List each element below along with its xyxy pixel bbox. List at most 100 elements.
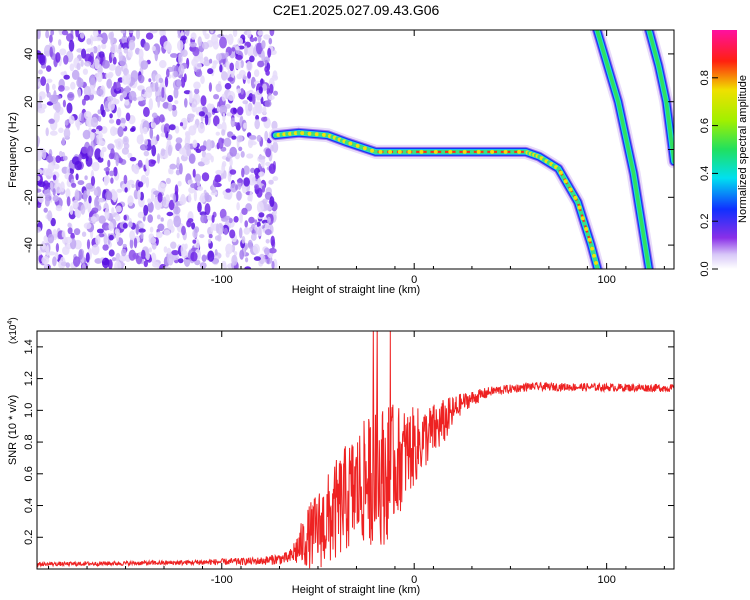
noise-blob bbox=[58, 150, 63, 157]
track-speck bbox=[407, 149, 412, 154]
noise-blob bbox=[254, 69, 260, 77]
noise-blob bbox=[84, 175, 88, 180]
noise-blob bbox=[246, 30, 252, 38]
noise-blob bbox=[178, 147, 187, 155]
noise-blob bbox=[237, 37, 243, 45]
noise-blob bbox=[164, 76, 169, 88]
noise-blob bbox=[219, 64, 223, 73]
noise-blob bbox=[97, 109, 101, 115]
noise-blob bbox=[142, 126, 148, 135]
noise-blob bbox=[71, 69, 80, 80]
noise-blob bbox=[123, 214, 127, 221]
noise-blob bbox=[108, 64, 117, 71]
noise-blob bbox=[248, 174, 256, 186]
noise-blob bbox=[216, 123, 223, 129]
noise-blob bbox=[83, 94, 90, 101]
noise-blob bbox=[271, 120, 278, 130]
noise-blob bbox=[103, 175, 110, 184]
noise-blob bbox=[163, 126, 168, 134]
noise-blob bbox=[236, 202, 240, 211]
noise-blob bbox=[52, 83, 56, 90]
noise-blob bbox=[140, 60, 149, 70]
noise-blob bbox=[256, 134, 262, 142]
noise-blob bbox=[247, 71, 252, 79]
track-speck bbox=[366, 147, 371, 152]
noise-blob bbox=[155, 231, 163, 239]
noise-blob bbox=[44, 197, 50, 207]
noise-blob bbox=[240, 87, 244, 95]
noise-blob bbox=[114, 139, 119, 144]
noise-blob bbox=[37, 136, 40, 148]
noise-blob bbox=[80, 204, 86, 215]
noise-blob bbox=[258, 155, 266, 160]
noise-blob bbox=[120, 117, 126, 125]
noise-blob bbox=[113, 166, 118, 177]
noise-blob bbox=[215, 169, 223, 175]
noise-blob bbox=[159, 30, 165, 37]
noise-blob bbox=[37, 107, 46, 114]
noise-blob bbox=[105, 73, 109, 79]
noise-blob bbox=[96, 228, 104, 234]
noise-blob bbox=[151, 45, 156, 52]
noise-blob bbox=[199, 195, 206, 203]
noise-blob bbox=[128, 39, 136, 51]
track-layer bbox=[595, 30, 651, 269]
noise-blob bbox=[148, 78, 152, 83]
noise-blob bbox=[189, 90, 193, 102]
noise-blob bbox=[232, 30, 238, 37]
track-speck bbox=[595, 264, 599, 269]
noise-blob bbox=[137, 74, 145, 84]
noise-blob bbox=[192, 168, 196, 178]
noise-blob bbox=[82, 129, 91, 140]
noise-blob bbox=[129, 157, 137, 162]
noise-blob bbox=[144, 139, 149, 146]
track-speck bbox=[426, 149, 431, 154]
noise-blob bbox=[201, 172, 210, 182]
noise-blob bbox=[137, 189, 141, 201]
noise-blob bbox=[97, 197, 106, 203]
noise-blob bbox=[197, 123, 205, 134]
noise-blob bbox=[270, 235, 275, 247]
track-speck bbox=[273, 133, 278, 138]
noise-blob bbox=[138, 228, 146, 233]
noise-blob bbox=[223, 227, 228, 236]
noise-blob bbox=[108, 234, 114, 241]
noise-blob bbox=[209, 103, 215, 109]
noise-blob bbox=[175, 201, 179, 213]
noise-blob bbox=[122, 222, 128, 229]
noise-blob bbox=[37, 30, 41, 40]
noise-blob bbox=[236, 73, 243, 80]
noise-blob bbox=[243, 165, 250, 175]
noise-blob bbox=[84, 61, 92, 67]
noise-blob bbox=[128, 30, 134, 34]
y-tick-label: 0.4 bbox=[23, 498, 35, 513]
noise-blob bbox=[81, 146, 89, 154]
noise-blob bbox=[78, 249, 83, 261]
noise-blob bbox=[242, 100, 249, 105]
noise-blob bbox=[247, 102, 253, 112]
track-speck bbox=[584, 227, 589, 231]
snr-y-label: SNR (10 * v/v) bbox=[7, 395, 19, 465]
noise-blob bbox=[91, 207, 99, 214]
track-speck bbox=[383, 149, 388, 154]
colorbar-ticks: 0.0 0.2 0.4 0.6 0.8 bbox=[699, 70, 718, 277]
noise-blob bbox=[97, 44, 101, 50]
noise-blob bbox=[209, 58, 213, 64]
noise-blob bbox=[231, 135, 237, 140]
noise-blob bbox=[176, 156, 180, 169]
noise-blob bbox=[225, 51, 229, 58]
noise-blob bbox=[47, 210, 53, 222]
noise-blob bbox=[61, 137, 65, 146]
noise-blob bbox=[166, 68, 170, 78]
noise-blob bbox=[114, 214, 121, 222]
noise-blob bbox=[108, 249, 115, 257]
noise-blob bbox=[254, 36, 258, 42]
noise-blob bbox=[160, 148, 166, 157]
track-speck bbox=[433, 149, 438, 154]
noise-blob bbox=[83, 190, 88, 202]
colorbar-tick-label: 0.6 bbox=[699, 118, 711, 133]
track-speck bbox=[352, 142, 357, 147]
noise-blob bbox=[116, 188, 123, 193]
noise-blob bbox=[139, 144, 148, 151]
track-speck bbox=[322, 132, 326, 137]
